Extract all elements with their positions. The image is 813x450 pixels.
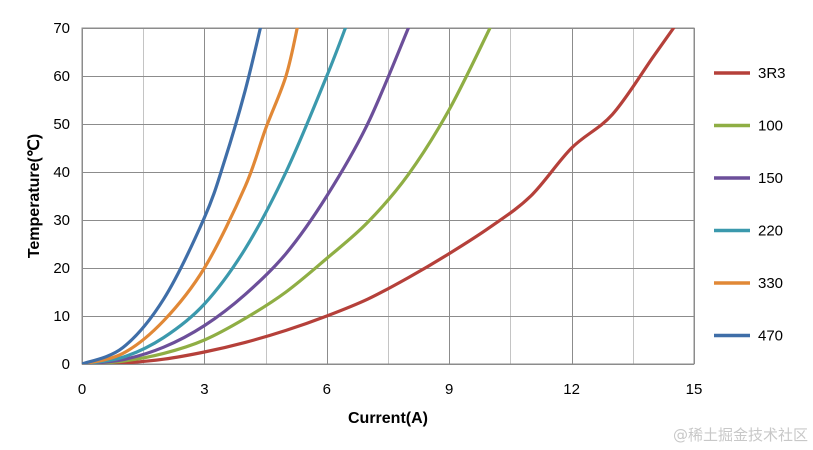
x-tick-label-4: 12 <box>563 381 580 398</box>
y-tick-label-6: 60 <box>53 68 70 85</box>
legend-label-330: 330 <box>758 275 783 292</box>
y-tick-label-4: 40 <box>53 164 70 181</box>
x-tick-label-5: 15 <box>686 381 703 398</box>
series-line-330 <box>82 28 299 364</box>
y-tick-label-0: 0 <box>62 356 70 373</box>
series-line-100 <box>82 28 492 364</box>
plot-area-border <box>81 27 695 365</box>
series-line-470 <box>82 28 263 364</box>
legend: 3R3 100 150 220 330 470 <box>714 65 786 345</box>
y-tick-label-3: 30 <box>53 212 70 229</box>
legend-label-220: 220 <box>758 223 783 240</box>
watermark-text: @稀土掘金技术社区 <box>673 426 808 444</box>
y-tick-label-1: 10 <box>53 308 70 325</box>
y-tick-label-7: 70 <box>53 20 70 37</box>
y-tick-label-5: 50 <box>53 116 70 133</box>
legend-label-150: 150 <box>758 170 783 187</box>
y-tick-label-2: 20 <box>53 260 70 277</box>
legend-label-3R3: 3R3 <box>758 65 786 82</box>
series-line-150 <box>82 28 410 364</box>
x-tick-label-0: 0 <box>78 381 86 398</box>
x-axis-title: Current(A) <box>348 410 428 427</box>
x-tick-label-1: 3 <box>200 381 208 398</box>
y-axis-ticks: 0 10 20 30 40 50 60 70 <box>53 20 70 373</box>
x-axis-ticks: 0 3 6 9 12 15 <box>78 381 703 398</box>
x-tick-label-3: 9 <box>445 381 453 398</box>
series-line-3R3 <box>82 28 676 364</box>
legend-label-470: 470 <box>758 328 783 345</box>
x-tick-label-2: 6 <box>323 381 331 398</box>
series-line-220 <box>82 28 348 364</box>
legend-label-100: 100 <box>758 118 783 135</box>
y-axis-title: Temperature(℃) <box>26 134 43 258</box>
series-layer <box>82 28 676 364</box>
